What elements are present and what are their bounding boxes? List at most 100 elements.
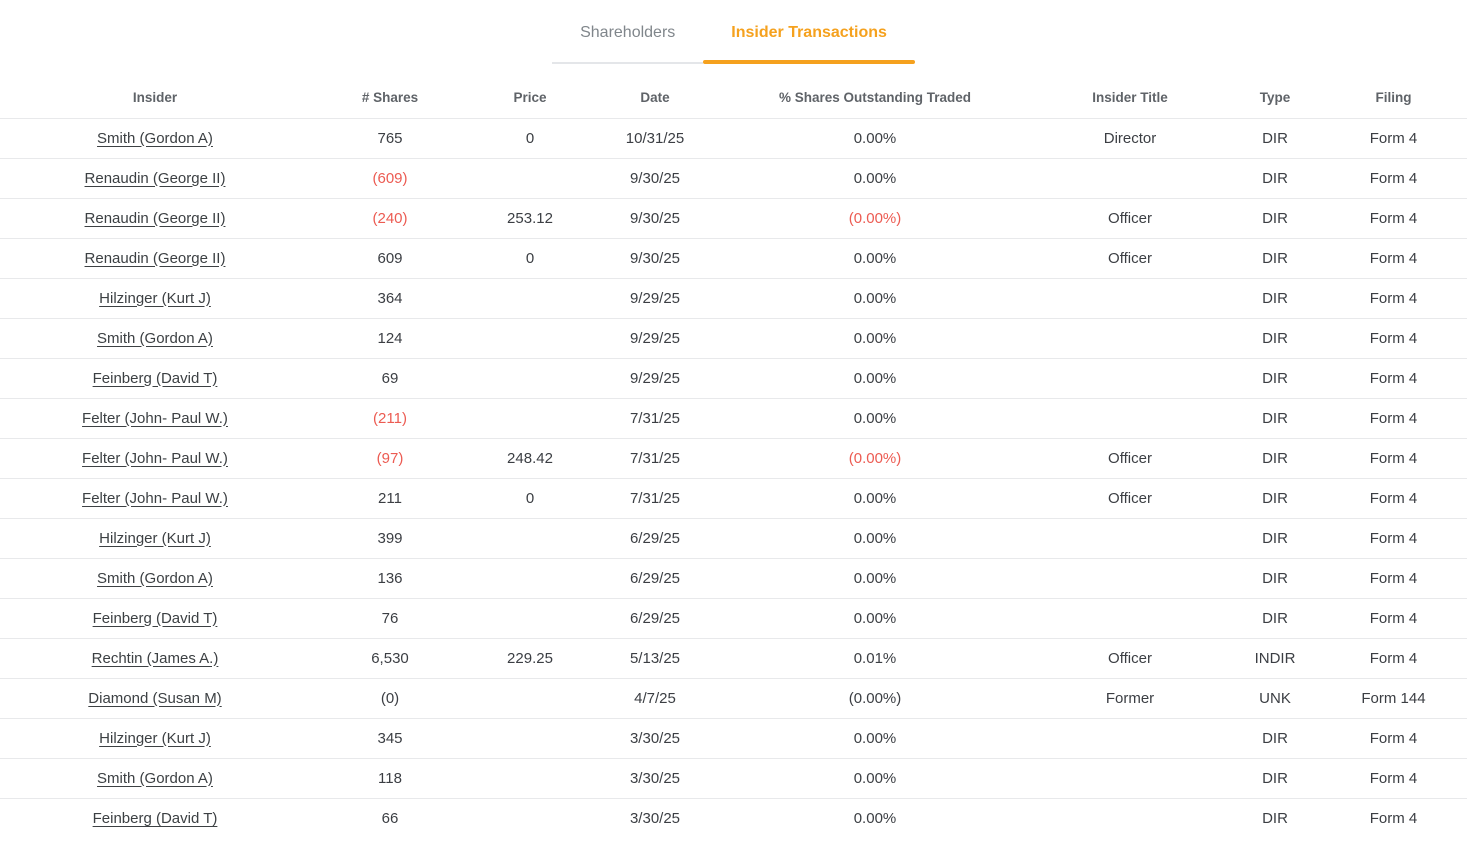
type-cell: DIR bbox=[1230, 117, 1320, 158]
insider-cell: Hilzinger (Kurt J) bbox=[0, 717, 310, 758]
price-cell bbox=[470, 157, 590, 198]
shares-cell: 399 bbox=[310, 517, 470, 558]
type-cell: DIR bbox=[1230, 237, 1320, 278]
table-row: Renaudin (George II) (609) 9/30/25 0.00%… bbox=[0, 157, 1467, 198]
table-row: Renaudin (George II) 609 0 9/30/25 0.00%… bbox=[0, 237, 1467, 278]
insider-link[interactable]: Feinberg (David T) bbox=[92, 369, 218, 387]
type-cell: DIR bbox=[1230, 157, 1320, 198]
table-row: Smith (Gordon A) 124 9/29/25 0.00% DIR F… bbox=[0, 317, 1467, 358]
pct-shares-outstanding-cell: 0.00% bbox=[720, 357, 1030, 398]
insider-cell: Smith (Gordon A) bbox=[0, 557, 310, 598]
filing-cell: Form 4 bbox=[1320, 517, 1467, 558]
insider-link[interactable]: Renaudin (George II) bbox=[84, 249, 226, 267]
pct-shares-outstanding-cell: (0.00%) bbox=[720, 437, 1030, 478]
pct-shares-outstanding-cell: 0.00% bbox=[720, 237, 1030, 278]
price-cell bbox=[470, 597, 590, 638]
table-row: Diamond (Susan M) (0) 4/7/25 (0.00%) For… bbox=[0, 677, 1467, 718]
type-cell: DIR bbox=[1230, 517, 1320, 558]
insider-link[interactable]: Feinberg (David T) bbox=[92, 609, 218, 627]
date-cell: 7/31/25 bbox=[590, 397, 720, 438]
filing-cell: Form 4 bbox=[1320, 797, 1467, 838]
column-header-shares: # Shares bbox=[361, 90, 419, 106]
date-cell: 9/30/25 bbox=[590, 157, 720, 198]
pct-shares-outstanding-cell: 0.01% bbox=[720, 637, 1030, 678]
insider-cell: Renaudin (George II) bbox=[0, 197, 310, 238]
shares-cell: (0) bbox=[310, 677, 470, 718]
shares-cell: 136 bbox=[310, 557, 470, 598]
insider-title-cell bbox=[1030, 797, 1230, 838]
date-cell: 3/30/25 bbox=[590, 757, 720, 798]
insider-title-cell: Former bbox=[1030, 677, 1230, 718]
table-row: Felter (John- Paul W.) (211) 7/31/25 0.0… bbox=[0, 397, 1467, 438]
insider-title-cell bbox=[1030, 757, 1230, 798]
insider-title-cell: Officer bbox=[1030, 477, 1230, 518]
pct-shares-outstanding-cell: 0.00% bbox=[720, 597, 1030, 638]
insider-title-cell: Officer bbox=[1030, 237, 1230, 278]
insider-link[interactable]: Hilzinger (Kurt J) bbox=[99, 529, 211, 547]
pct-shares-outstanding-cell: 0.00% bbox=[720, 717, 1030, 758]
insider-cell: Renaudin (George II) bbox=[0, 237, 310, 278]
filing-cell: Form 4 bbox=[1320, 197, 1467, 238]
insider-link[interactable]: Felter (John- Paul W.) bbox=[82, 409, 228, 427]
table-row: Hilzinger (Kurt J) 345 3/30/25 0.00% DIR… bbox=[0, 717, 1467, 758]
insider-transactions-table: Insider # Shares Price Date % Shares Out… bbox=[0, 64, 1467, 838]
price-cell: 253.12 bbox=[470, 197, 590, 238]
insider-cell: Smith (Gordon A) bbox=[0, 317, 310, 358]
insider-link[interactable]: Feinberg (David T) bbox=[92, 809, 218, 827]
insider-cell: Diamond (Susan M) bbox=[0, 677, 310, 718]
column-header-filing: Filing bbox=[1375, 90, 1412, 106]
pct-shares-outstanding-cell: 0.00% bbox=[720, 157, 1030, 198]
shares-cell: 118 bbox=[310, 757, 470, 798]
insider-link[interactable]: Rechtin (James A.) bbox=[91, 649, 219, 667]
insider-link[interactable]: Renaudin (George II) bbox=[84, 169, 226, 187]
price-cell bbox=[470, 317, 590, 358]
insider-link[interactable]: Smith (Gordon A) bbox=[97, 329, 213, 347]
insider-link[interactable]: Hilzinger (Kurt J) bbox=[99, 729, 211, 747]
filing-cell: Form 4 bbox=[1320, 357, 1467, 398]
table-row: Hilzinger (Kurt J) 364 9/29/25 0.00% DIR… bbox=[0, 277, 1467, 318]
table-row: Feinberg (David T) 66 3/30/25 0.00% DIR … bbox=[0, 797, 1467, 838]
date-cell: 3/30/25 bbox=[590, 717, 720, 758]
column-header-price: Price bbox=[513, 90, 547, 106]
insider-link[interactable]: Renaudin (George II) bbox=[84, 209, 226, 227]
filing-cell: Form 4 bbox=[1320, 757, 1467, 798]
insider-title-cell bbox=[1030, 357, 1230, 398]
insider-link[interactable]: Diamond (Susan M) bbox=[88, 689, 222, 707]
tab-insider-transactions[interactable]: Insider Transactions bbox=[703, 12, 915, 64]
column-header-type: Type bbox=[1259, 90, 1291, 106]
insider-cell: Felter (John- Paul W.) bbox=[0, 477, 310, 518]
price-cell bbox=[470, 517, 590, 558]
insider-link[interactable]: Felter (John- Paul W.) bbox=[82, 449, 228, 467]
insider-link[interactable]: Smith (Gordon A) bbox=[97, 569, 213, 587]
shares-cell: 76 bbox=[310, 597, 470, 638]
price-cell bbox=[470, 557, 590, 598]
shares-cell: (97) bbox=[310, 437, 470, 478]
type-cell: DIR bbox=[1230, 557, 1320, 598]
table-body: Smith (Gordon A) 765 0 10/31/25 0.00% Di… bbox=[0, 117, 1467, 838]
pct-shares-outstanding-cell: 0.00% bbox=[720, 397, 1030, 438]
shares-cell: 124 bbox=[310, 317, 470, 358]
price-cell bbox=[470, 797, 590, 838]
pct-shares-outstanding-cell: 0.00% bbox=[720, 317, 1030, 358]
insider-link[interactable]: Hilzinger (Kurt J) bbox=[99, 289, 211, 307]
price-cell bbox=[470, 757, 590, 798]
price-cell: 0 bbox=[470, 237, 590, 278]
insider-cell: Smith (Gordon A) bbox=[0, 117, 310, 158]
insider-link[interactable]: Smith (Gordon A) bbox=[97, 769, 213, 787]
type-cell: DIR bbox=[1230, 597, 1320, 638]
filing-cell: Form 4 bbox=[1320, 277, 1467, 318]
date-cell: 7/31/25 bbox=[590, 437, 720, 478]
date-cell: 6/29/25 bbox=[590, 597, 720, 638]
filing-cell: Form 4 bbox=[1320, 117, 1467, 158]
table-row: Renaudin (George II) (240) 253.12 9/30/2… bbox=[0, 197, 1467, 238]
insider-title-cell bbox=[1030, 277, 1230, 318]
filing-cell: Form 4 bbox=[1320, 637, 1467, 678]
table-row: Hilzinger (Kurt J) 399 6/29/25 0.00% DIR… bbox=[0, 517, 1467, 558]
insider-link[interactable]: Felter (John- Paul W.) bbox=[82, 489, 228, 507]
price-cell: 229.25 bbox=[470, 637, 590, 678]
insider-link[interactable]: Smith (Gordon A) bbox=[97, 129, 213, 147]
insider-title-cell bbox=[1030, 597, 1230, 638]
tab-shareholders[interactable]: Shareholders bbox=[552, 12, 704, 64]
price-cell: 0 bbox=[470, 477, 590, 518]
date-cell: 9/29/25 bbox=[590, 277, 720, 318]
